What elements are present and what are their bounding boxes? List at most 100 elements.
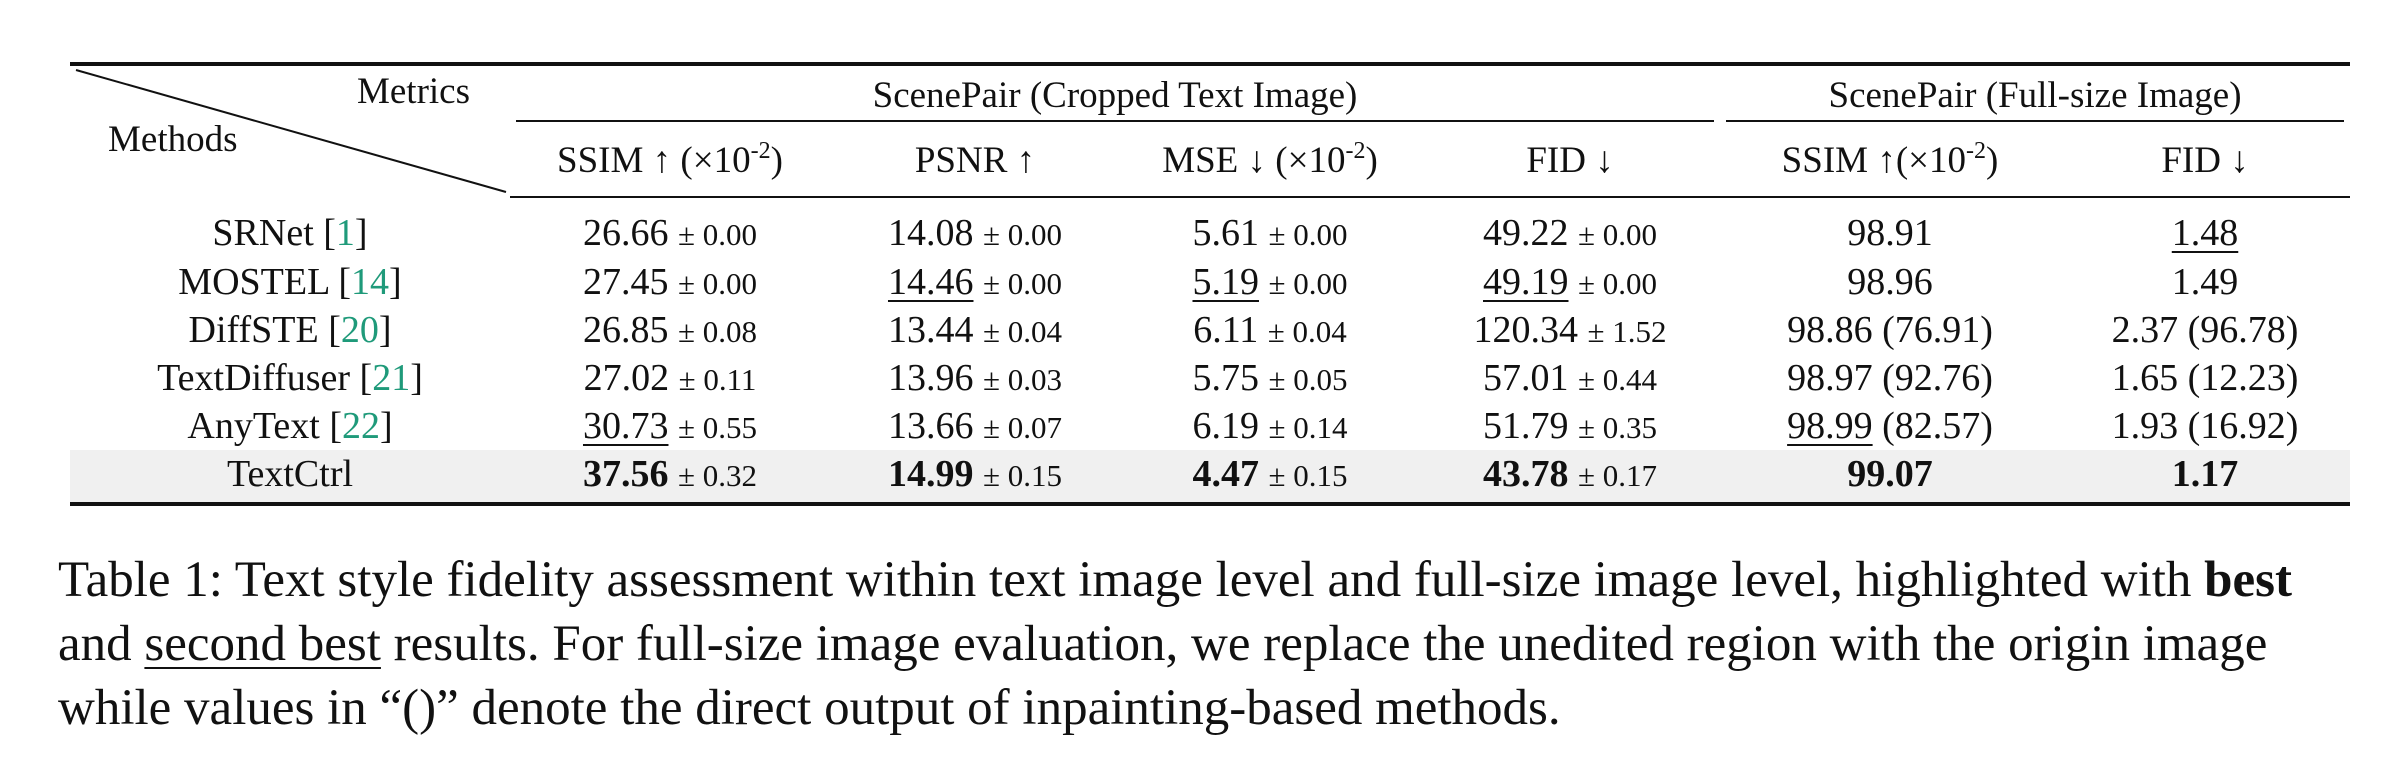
metric-value: 13.44 — [888, 309, 974, 351]
metric-value: 99.07 — [1847, 453, 1933, 495]
method-name-cell: TextDiffuser [21] — [70, 354, 510, 402]
metric-header-cell: SSIM ↑ (×10-2) — [510, 124, 830, 197]
metric-value: 13.96 — [888, 357, 974, 399]
method-name: DiffSTE — [189, 309, 319, 351]
metric-value: 49.19 — [1483, 261, 1569, 303]
metric-value-cell: 6.19 ± 0.14 — [1120, 402, 1420, 450]
metric-value: 51.79 — [1483, 405, 1569, 447]
metric-inpaint-value: (82.57) — [1873, 405, 1993, 447]
metric-value-cell: 49.19 ± 0.00 — [1420, 258, 1720, 306]
metric-value-cell: 27.02 ± 0.11 — [510, 354, 830, 402]
metric-value-cell: 5.75 ± 0.05 — [1120, 354, 1420, 402]
citation: [1] — [314, 212, 368, 254]
metric-std: ± 0.00 — [1268, 217, 1347, 252]
metric-value: 37.56 — [583, 453, 669, 495]
table-caption: Table 1: Text style fidelity assessment … — [58, 548, 2358, 740]
method-name: TextDiffuser — [157, 357, 350, 399]
citation-link[interactable]: 14 — [351, 261, 389, 303]
metric-value-cell: 57.01 ± 0.44 — [1420, 354, 1720, 402]
metric-std: ± 1.52 — [1588, 314, 1667, 349]
metric-value: 49.22 — [1483, 212, 1569, 254]
caption-text-part2: and — [58, 616, 144, 672]
caption-text-part3: results. For full-size image evaluation,… — [58, 616, 2267, 736]
metric-value-cell: 98.86 (76.91) — [1720, 306, 2060, 354]
metric-value-cell: 14.08 ± 0.00 — [830, 197, 1120, 258]
metric-value-cell: 6.11 ± 0.04 — [1120, 306, 1420, 354]
metric-std: ± 0.05 — [1268, 362, 1347, 397]
corner-header-cell: Metrics Methods — [70, 64, 510, 197]
metric-std: ± 0.00 — [1578, 217, 1657, 252]
citation-link[interactable]: 21 — [372, 357, 410, 399]
caption-second-best-word: second best — [144, 616, 381, 672]
metric-value-cell: 1.49 — [2060, 258, 2350, 306]
metric-std: ± 0.08 — [678, 314, 757, 349]
metric-value-cell: 14.46 ± 0.00 — [830, 258, 1120, 306]
metric-std: ± 0.03 — [983, 362, 1062, 397]
citation-link[interactable]: 20 — [341, 309, 379, 351]
metric-value: 1.17 — [2172, 453, 2239, 495]
metric-std: ± 0.00 — [983, 217, 1062, 252]
metric-header-cell: SSIM ↑(×10-2) — [1720, 124, 2060, 197]
metric-value: 43.78 — [1483, 453, 1569, 495]
metric-value-cell: 5.19 ± 0.00 — [1120, 258, 1420, 306]
metric-value: 14.46 — [888, 261, 974, 303]
metric-value-cell: 2.37 (96.78) — [2060, 306, 2350, 354]
metric-value: 14.99 — [888, 453, 974, 495]
metric-std: ± 0.35 — [1578, 410, 1657, 445]
metric-std: ± 0.00 — [1578, 266, 1657, 301]
metric-value-cell: 49.22 ± 0.00 — [1420, 197, 1720, 258]
method-name-cell: DiffSTE [20] — [70, 306, 510, 354]
metric-value: 13.66 — [888, 405, 974, 447]
group-header-cropped: ScenePair (Cropped Text Image) — [510, 64, 1720, 124]
metric-value: 98.96 — [1847, 261, 1933, 303]
metric-value-cell: 1.65 (12.23) — [2060, 354, 2350, 402]
metric-header-cell: FID ↓ — [1420, 124, 1720, 197]
metric-value: 1.65 — [2112, 357, 2179, 399]
corner-methods-label: Methods — [108, 118, 238, 161]
metric-inpaint-value: (76.91) — [1873, 309, 1993, 351]
metric-value: 30.73 — [583, 405, 669, 447]
metric-std: ± 0.15 — [1268, 458, 1347, 493]
metric-value: 1.48 — [2172, 212, 2239, 254]
results-table-body: SRNet [1] 26.66 ± 0.00 14.08 ± 0.00 5.61 ± … — [70, 197, 2350, 504]
method-name: AnyText — [187, 405, 319, 447]
metric-value: 26.85 — [583, 309, 669, 351]
metric-std: ± 0.14 — [1268, 410, 1347, 445]
metric-value-cell: 13.44 ± 0.04 — [830, 306, 1120, 354]
table-row: TextDiffuser [21] 27.02 ± 0.11 13.96 ± 0.0… — [70, 354, 2350, 402]
metric-value-cell: 4.47 ± 0.15 — [1120, 450, 1420, 504]
citation: [22] — [320, 405, 393, 447]
metric-std: ± 0.07 — [983, 410, 1062, 445]
metric-header-cell: PSNR ↑ — [830, 124, 1120, 197]
metric-std: ± 0.44 — [1578, 362, 1657, 397]
metric-value-cell: 1.17 — [2060, 450, 2350, 504]
metric-std: ± 0.17 — [1578, 458, 1657, 493]
metric-value-cell: 43.78 ± 0.17 — [1420, 450, 1720, 504]
metric-value-cell: 98.96 — [1720, 258, 2060, 306]
citation: [21] — [350, 357, 423, 399]
metric-value-cell: 30.73 ± 0.55 — [510, 402, 830, 450]
metric-std: ± 0.32 — [678, 458, 757, 493]
metric-value: 27.45 — [583, 261, 669, 303]
table-row: MOSTEL [14] 27.45 ± 0.00 14.46 ± 0.00 5.19 … — [70, 258, 2350, 306]
method-name: MOSTEL — [178, 261, 329, 303]
metric-inpaint-value: (16.92) — [2178, 405, 2298, 447]
metric-std: ± 0.55 — [678, 410, 757, 445]
metric-value: 5.19 — [1192, 261, 1259, 303]
metric-header-cell: MSE ↓ (×10-2) — [1120, 124, 1420, 197]
citation-link[interactable]: 22 — [342, 405, 380, 447]
metric-value: 5.75 — [1192, 357, 1259, 399]
metric-std: ± 0.04 — [983, 314, 1062, 349]
metric-value-cell: 98.99 (82.57) — [1720, 402, 2060, 450]
metric-value-cell: 51.79 ± 0.35 — [1420, 402, 1720, 450]
table-row: SRNet [1] 26.66 ± 0.00 14.08 ± 0.00 5.61 ± … — [70, 197, 2350, 258]
citation-link[interactable]: 1 — [336, 212, 355, 254]
metric-inpaint-value: (92.76) — [1873, 357, 1993, 399]
metric-value: 1.93 — [2112, 405, 2179, 447]
results-table: Metrics Methods ScenePair (Cropped Text … — [70, 62, 2350, 506]
metric-value-cell: 98.97 (92.76) — [1720, 354, 2060, 402]
method-name: TextCtrl — [227, 453, 353, 495]
metric-std: ± 0.00 — [983, 266, 1062, 301]
metric-std: ± 0.15 — [983, 458, 1062, 493]
metric-value: 26.66 — [583, 212, 669, 254]
